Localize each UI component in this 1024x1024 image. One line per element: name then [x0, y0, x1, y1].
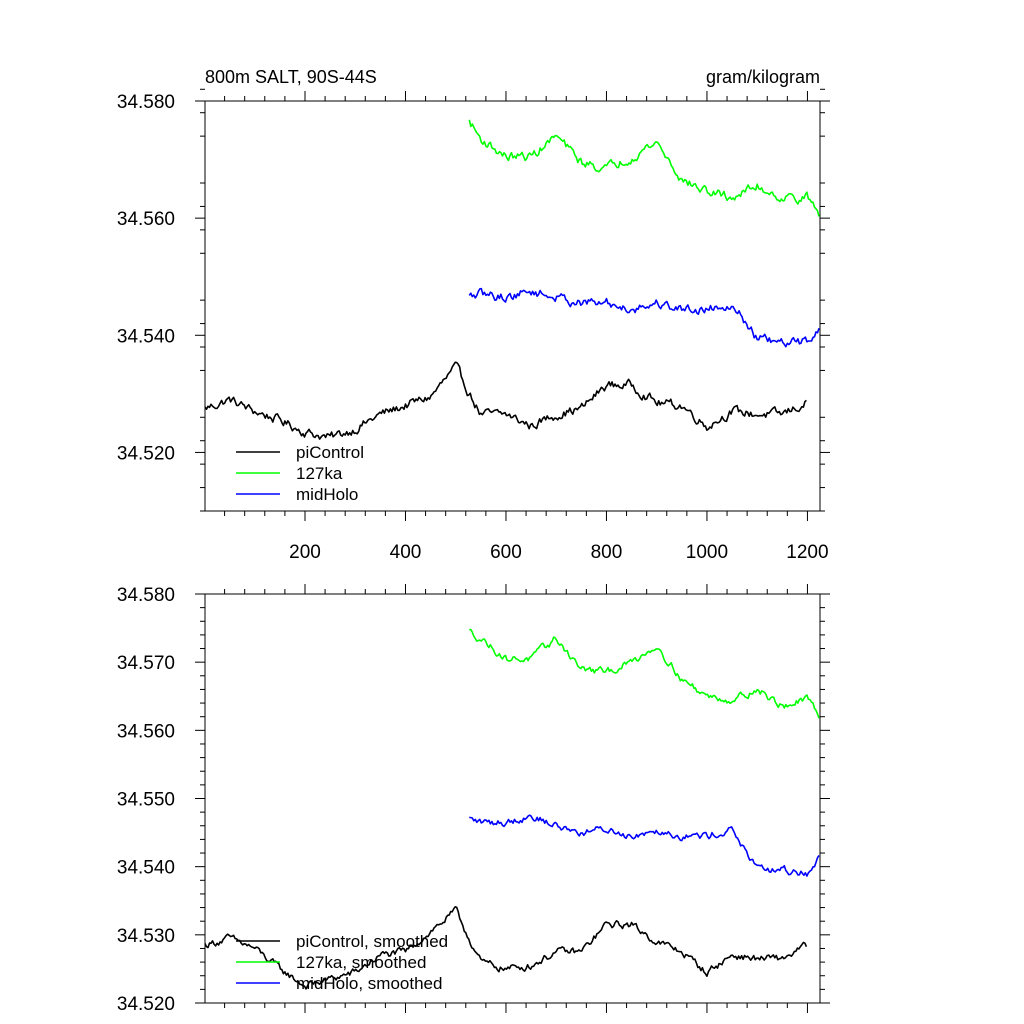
- series-line-midholo-smoothed: [469, 814, 820, 877]
- y-tick-label: 34.520: [117, 994, 175, 1015]
- series-line-127ka-smoothed: [469, 628, 820, 719]
- x-tick-label: 200: [289, 542, 321, 563]
- y-tick-label: 34.570: [117, 653, 175, 674]
- x-tick-label: 400: [390, 542, 422, 563]
- chart-title: 800m SALT, 90S-44S: [205, 67, 377, 87]
- legend-label: midHolo, smoothed: [296, 974, 442, 993]
- y-tick-label: 34.550: [117, 790, 175, 811]
- series-line-picontrol: [204, 361, 807, 440]
- series-line-127ka: [468, 119, 820, 217]
- y-tick-label: 34.540: [117, 326, 175, 347]
- x-tick-label: 1200: [786, 542, 828, 563]
- legend-label: midHolo: [296, 485, 358, 504]
- series-line-picontrol-smoothed: [204, 905, 808, 990]
- bottom-panel: 34.520 34.530 34.540 34.550 34.560 34.570 34.5…: [117, 584, 830, 1015]
- y-tick-label: 34.560: [117, 721, 175, 742]
- x-tick-label: 600: [490, 542, 522, 563]
- plot-frame: [204, 100, 821, 512]
- y-tick-label: 34.540: [117, 858, 175, 879]
- legend-label: 127ka: [296, 464, 343, 483]
- legend-label: piControl, smoothed: [296, 932, 448, 951]
- y-tick-label: 34.580: [117, 92, 175, 113]
- y-tick-label: 34.530: [117, 926, 175, 947]
- legend-label: piControl: [296, 443, 364, 462]
- legend-label: 127ka, smoothed: [296, 953, 426, 972]
- y-tick-label: 34.520: [117, 443, 175, 464]
- y-tick-label: 34.560: [117, 209, 175, 230]
- x-tick-label: 1000: [686, 542, 728, 563]
- y-tick-label: 34.580: [117, 585, 175, 606]
- x-tick-label: 800: [591, 542, 623, 563]
- top-panel: 200 400 600 800 1000 1200 34.520 34.540 34.560 34…: [117, 88, 830, 563]
- series-line-midholo: [468, 287, 820, 348]
- units-label: gram/kilogram: [706, 67, 820, 87]
